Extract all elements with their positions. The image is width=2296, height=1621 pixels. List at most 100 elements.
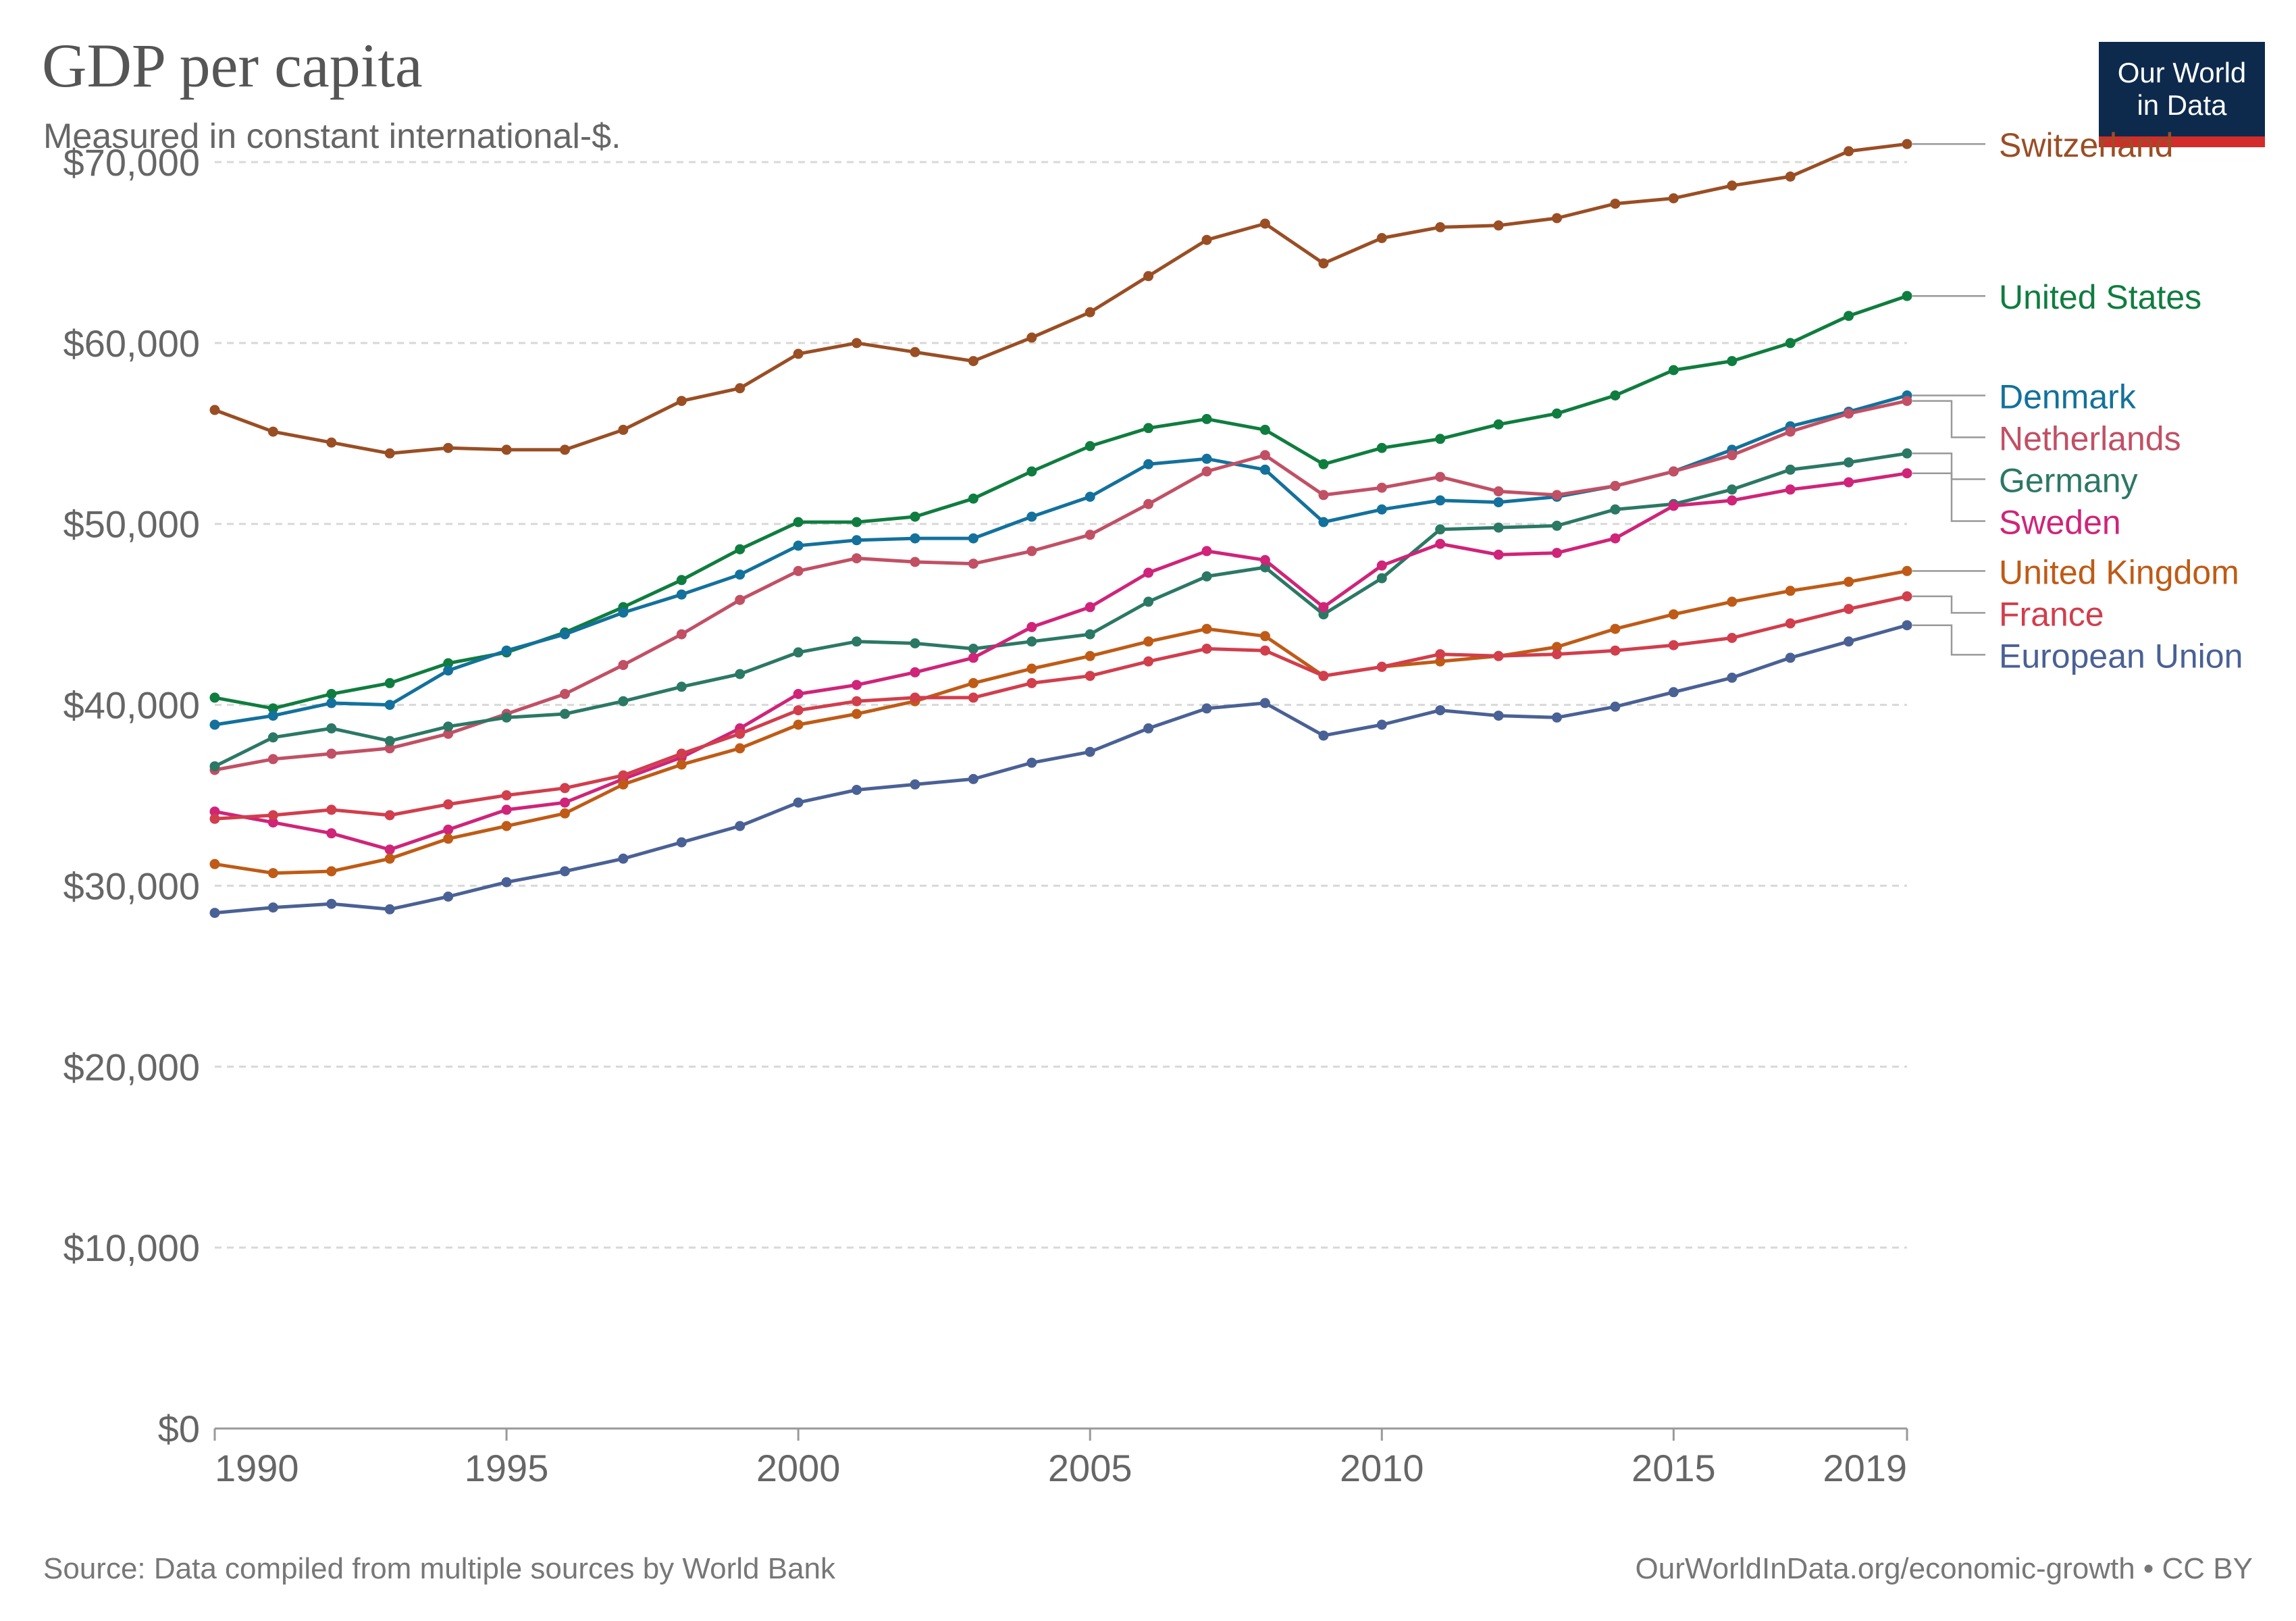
data-point[interactable] (1143, 423, 1154, 434)
data-point[interactable] (1785, 618, 1796, 629)
data-point[interactable] (618, 424, 629, 435)
data-point[interactable] (1085, 746, 1095, 757)
data-point[interactable] (267, 810, 278, 821)
series-label[interactable]: Germany (1999, 462, 2138, 500)
data-point[interactable] (618, 853, 629, 864)
data-point[interactable] (968, 652, 979, 663)
data-point[interactable] (1259, 424, 1270, 435)
data-point[interactable] (1435, 524, 1446, 535)
data-point[interactable] (1376, 233, 1387, 243)
data-point[interactable] (1259, 562, 1270, 573)
data-point[interactable] (1085, 307, 1095, 317)
data-point[interactable] (1435, 538, 1446, 549)
data-point[interactable] (910, 779, 920, 790)
data-point[interactable] (676, 759, 687, 770)
series-line[interactable] (214, 594, 1908, 821)
data-point[interactable] (793, 540, 804, 551)
data-point[interactable] (1844, 604, 1854, 615)
data-point[interactable] (1201, 546, 1212, 557)
data-point[interactable] (1844, 146, 1854, 157)
series-line[interactable] (214, 623, 1908, 915)
data-point[interactable] (1493, 497, 1504, 508)
data-point[interactable] (326, 828, 337, 839)
data-point[interactable] (968, 773, 979, 784)
data-point[interactable] (1902, 468, 1912, 479)
data-point[interactable] (384, 810, 395, 821)
data-point[interactable] (560, 797, 570, 808)
data-point[interactable] (852, 636, 862, 647)
data-point[interactable] (1902, 138, 1912, 149)
data-point[interactable] (910, 533, 920, 544)
data-point[interactable] (676, 748, 687, 759)
data-point[interactable] (267, 754, 278, 765)
data-point[interactable] (1259, 450, 1270, 461)
data-point[interactable] (1610, 533, 1621, 544)
data-point[interactable] (1318, 258, 1329, 269)
data-point[interactable] (1668, 687, 1679, 698)
data-point[interactable] (1085, 671, 1095, 681)
data-point[interactable] (501, 821, 512, 831)
data-point[interactable] (326, 748, 337, 759)
data-point[interactable] (852, 696, 862, 706)
data-point[interactable] (910, 692, 920, 703)
data-point[interactable] (1727, 495, 1738, 506)
data-point[interactable] (1785, 484, 1796, 495)
data-point[interactable] (1727, 633, 1738, 643)
data-point[interactable] (1318, 459, 1329, 469)
data-point[interactable] (1026, 332, 1037, 343)
data-point[interactable] (443, 833, 454, 844)
data-point[interactable] (560, 866, 570, 877)
data-point[interactable] (852, 679, 862, 690)
data-point[interactable] (1318, 517, 1329, 528)
data-point[interactable] (1844, 576, 1854, 587)
data-point[interactable] (267, 703, 278, 714)
data-point[interactable] (852, 709, 862, 719)
data-point[interactable] (968, 692, 979, 703)
data-point[interactable] (735, 544, 746, 555)
data-point[interactable] (1143, 596, 1154, 607)
data-point[interactable] (676, 837, 687, 848)
data-point[interactable] (968, 493, 979, 504)
data-point[interactable] (910, 667, 920, 677)
data-point[interactable] (852, 338, 862, 349)
data-point[interactable] (1493, 419, 1504, 430)
data-point[interactable] (1493, 549, 1504, 560)
data-point[interactable] (968, 677, 979, 688)
data-point[interactable] (267, 732, 278, 743)
data-point[interactable] (1493, 220, 1504, 231)
data-point[interactable] (1493, 650, 1504, 661)
data-point[interactable] (209, 405, 220, 415)
data-point[interactable] (1435, 222, 1446, 232)
data-point[interactable] (1844, 457, 1854, 468)
data-point[interactable] (676, 629, 687, 640)
data-point[interactable] (384, 700, 395, 711)
data-point[interactable] (1552, 490, 1562, 500)
data-point[interactable] (1552, 548, 1562, 559)
data-point[interactable] (560, 629, 570, 640)
data-point[interactable] (1026, 636, 1037, 647)
data-point[interactable] (618, 607, 629, 618)
data-point[interactable] (793, 689, 804, 699)
data-point[interactable] (1610, 199, 1621, 209)
data-point[interactable] (1844, 636, 1854, 647)
data-point[interactable] (618, 779, 629, 790)
data-point[interactable] (443, 892, 454, 902)
data-point[interactable] (1259, 464, 1270, 475)
data-point[interactable] (1902, 620, 1912, 631)
data-point[interactable] (1201, 571, 1212, 582)
data-point[interactable] (793, 797, 804, 808)
data-point[interactable] (1435, 471, 1446, 482)
data-point[interactable] (1318, 602, 1329, 613)
data-point[interactable] (793, 719, 804, 730)
data-point[interactable] (443, 658, 454, 669)
data-point[interactable] (384, 448, 395, 459)
data-point[interactable] (676, 681, 687, 692)
data-point[interactable] (968, 559, 979, 569)
data-point[interactable] (1201, 234, 1212, 245)
data-point[interactable] (1318, 490, 1329, 500)
data-point[interactable] (1493, 711, 1504, 721)
data-point[interactable] (1259, 555, 1270, 565)
data-point[interactable] (910, 557, 920, 567)
data-point[interactable] (443, 799, 454, 810)
data-point[interactable] (735, 728, 746, 739)
